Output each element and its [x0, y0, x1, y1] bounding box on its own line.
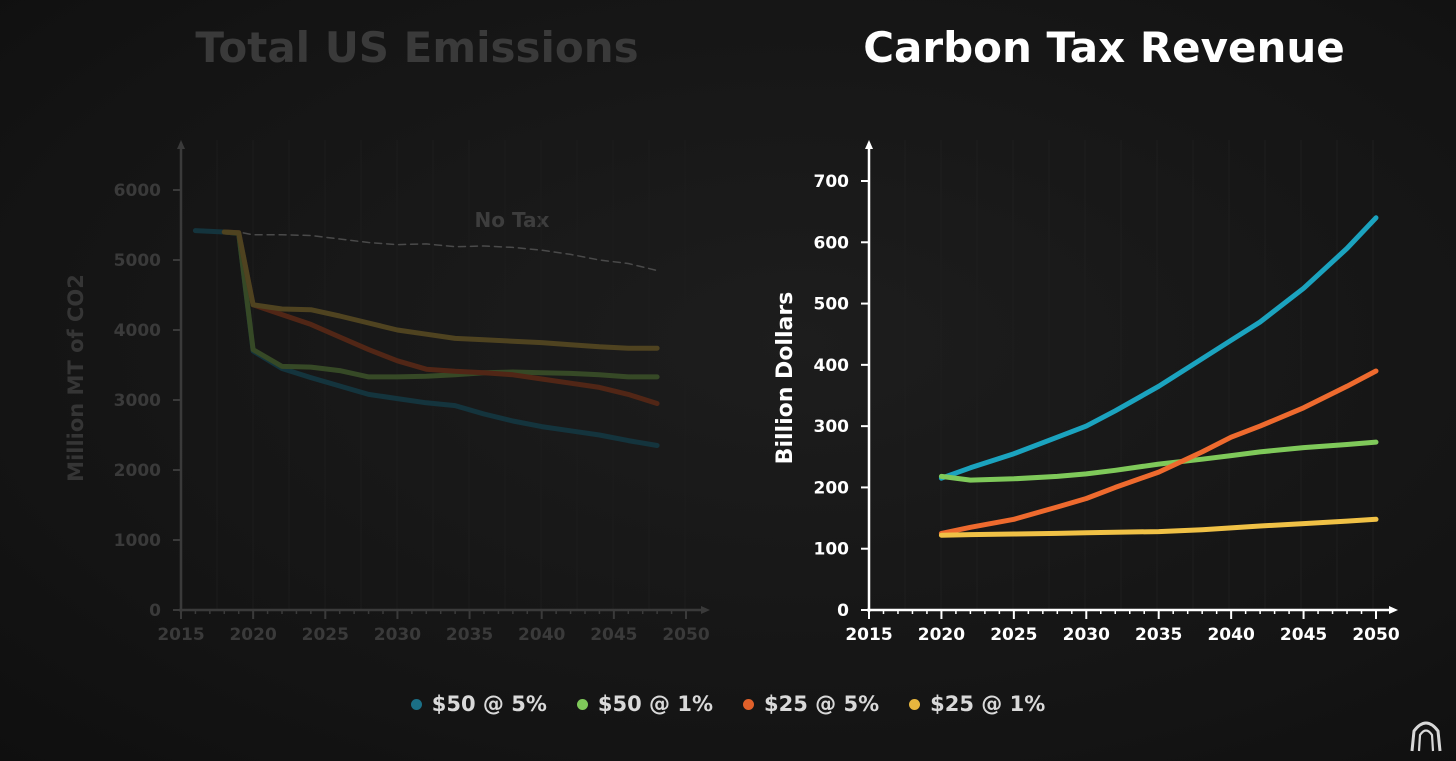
- y-tick-label: 100: [814, 540, 850, 560]
- y-tick-label: 0: [837, 601, 849, 621]
- legend-item-50-1: $50 @ 1%: [576, 692, 713, 716]
- y-tick-label: 5000: [114, 251, 161, 271]
- x-axis-arrow: [1389, 606, 1398, 614]
- x-tick-label: 2040: [1207, 625, 1254, 645]
- x-axis-arrow: [701, 606, 710, 614]
- legend-item-25-5: $25 @ 5%: [743, 692, 879, 716]
- y-tick-label: 200: [814, 478, 850, 498]
- revenue-axes: [861, 140, 1398, 619]
- legend-item-25-1: $25 @ 1%: [909, 692, 1045, 716]
- legend-dot-50-1: [576, 698, 588, 710]
- revenue-chart: Carbon Tax Revenue Billion Dollars 0 100 2…: [773, 23, 1400, 645]
- x-tick-label: 2030: [374, 625, 421, 645]
- y-tick-label: 600: [814, 233, 850, 253]
- series-line-no-tax: [194, 229, 658, 272]
- series-line-25-1: [938, 516, 1379, 538]
- legend-label: $25 @ 1%: [930, 692, 1046, 716]
- arch-logo-icon: [1410, 721, 1442, 752]
- y-tick-label: 1000: [114, 531, 161, 551]
- y-tick-label: 2000: [114, 461, 161, 481]
- revenue-y-axis-label: Billion Dollars: [773, 292, 798, 465]
- y-axis-arrow: [865, 140, 873, 149]
- emissions-tick-labels: 0 1000 2000 3000 4000 5000 6000 2015 2020 2025 203…: [114, 181, 710, 645]
- x-tick-label: 2050: [1352, 625, 1399, 645]
- x-tick-label: 2020: [918, 625, 965, 645]
- legend-item-50-5: $50 @ 5%: [410, 692, 547, 716]
- x-tick-label: 2050: [662, 625, 709, 645]
- series-line-50-1: [938, 439, 1379, 483]
- revenue-chart-title: Carbon Tax Revenue: [863, 23, 1345, 72]
- y-tick-label: 6000: [114, 181, 161, 201]
- emissions-chart-title: Total US Emissions: [195, 23, 638, 72]
- emissions-series: [192, 228, 660, 448]
- x-tick-label: 2045: [590, 625, 637, 645]
- y-tick-label: 400: [814, 356, 850, 376]
- x-tick-label: 2020: [229, 625, 276, 645]
- x-tick-label: 2035: [1135, 625, 1182, 645]
- y-tick-label: 0: [149, 601, 161, 621]
- x-tick-label: 2045: [1280, 625, 1327, 645]
- x-tick-label: 2015: [157, 625, 204, 645]
- x-tick-label: 2015: [845, 625, 892, 645]
- y-tick-label: 500: [814, 295, 850, 315]
- x-tick-label: 2025: [302, 625, 349, 645]
- emissions-chart: Total US Emissions Million MT of CO2 No …: [64, 23, 710, 645]
- series-line-50-5: [938, 215, 1379, 481]
- legend-label: $25 @ 5%: [764, 692, 880, 716]
- y-tick-label: 700: [814, 172, 850, 192]
- revenue-gridlines: [868, 140, 1374, 610]
- revenue-tick-labels: 0 100 200 300 400 500 600 700 2015 2020 2025 2030 20…: [814, 172, 1400, 645]
- x-tick-label: 2035: [446, 625, 493, 645]
- x-tick-label: 2025: [990, 625, 1037, 645]
- y-tick-label: 300: [814, 417, 850, 437]
- legend-dot-25-5: [743, 698, 754, 710]
- legend-label: $50 @ 5%: [431, 692, 547, 716]
- x-tick-label: 2030: [1063, 625, 1110, 645]
- revenue-series: [938, 215, 1379, 538]
- y-tick-label: 4000: [114, 321, 161, 341]
- legend-label: $50 @ 1%: [597, 692, 713, 716]
- chart-legend: $50 @ 5% $50 @ 1% $25 @ 5% $25 @ 1%: [0, 692, 1456, 716]
- x-tick-label: 2040: [518, 625, 565, 645]
- emissions-y-axis-label: Million MT of CO2: [64, 274, 88, 482]
- series-line-25-1: [221, 229, 660, 351]
- legend-dot-25-1: [909, 698, 921, 710]
- no-tax-annotation: No Tax: [475, 208, 550, 232]
- series-line-25-5: [221, 229, 660, 406]
- series-line-50-5: [192, 228, 660, 448]
- series-line-50-1: [221, 229, 660, 380]
- emissions-axes: [173, 140, 710, 619]
- y-tick-label: 3000: [114, 391, 161, 411]
- y-axis-arrow: [177, 140, 185, 149]
- series-line-25-5: [938, 368, 1379, 536]
- legend-dot-50-5: [410, 698, 422, 710]
